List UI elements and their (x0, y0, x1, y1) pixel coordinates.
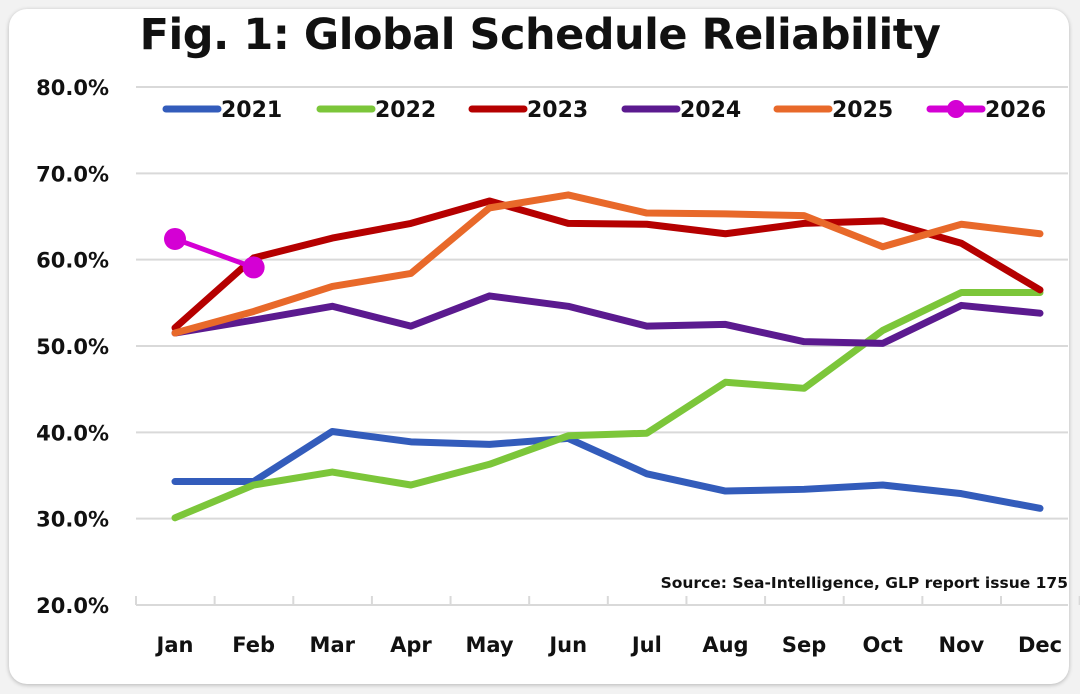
x-tick-label: Sep (782, 633, 826, 657)
series-lines (164, 191, 1044, 522)
legend-item-2024: 2024 (621, 98, 741, 123)
legend-label: 2023 (527, 98, 588, 123)
series-2025 (171, 191, 1044, 337)
y-tick-label: 70.0% (36, 162, 109, 186)
series-line-2023 (171, 197, 1044, 332)
series-2022 (171, 288, 1044, 522)
x-tick-label: Feb (232, 633, 275, 657)
y-tick-label: 30.0% (36, 508, 109, 532)
series-2026 (164, 227, 265, 279)
x-tick-label: Mar (310, 633, 356, 657)
series-2023 (171, 197, 1044, 332)
y-tick-label: 20.0% (36, 594, 109, 618)
legend-item-2025: 2025 (773, 98, 893, 123)
data-point-2026 (164, 227, 186, 250)
chart-title: Fig. 1: Global Schedule Reliability (139, 10, 941, 60)
y-axis-ticks: 20.0% 30.0% 40.0% 50.0% 60.0% 70.0% 80.0% (36, 76, 109, 618)
x-axis: Jan Feb Mar Apr May Jun Jul Aug Sep Oct Nov Dec (135, 596, 1080, 657)
x-tick-label: May (465, 633, 513, 657)
series-line-2026 (172, 236, 257, 270)
x-tick-label: Dec (1018, 633, 1062, 657)
x-tick-label: Jul (630, 633, 662, 657)
x-tick-label: Nov (939, 633, 985, 657)
series-line-2024 (171, 292, 1044, 347)
legend-item-2023: 2023 (468, 98, 588, 123)
series-line-2021 (171, 427, 1044, 512)
data-point-2026 (242, 256, 265, 279)
legend-item-2026: 2026 (926, 98, 1046, 123)
x-tick-label: Oct (863, 633, 903, 657)
source-annotation: Source: Sea-Intelligence, GLP report iss… (661, 574, 1068, 592)
legend-label: 2022 (375, 98, 436, 123)
y-tick-label: 50.0% (36, 335, 109, 359)
y-tick-label: 40.0% (36, 421, 109, 445)
series-2024 (171, 292, 1044, 347)
legend: 2021 2022 2023 2024 2025 2026 (162, 98, 1046, 123)
y-tick-label: 80.0% (36, 76, 109, 100)
x-tick-label: Jun (547, 633, 587, 657)
gridlines (136, 86, 1068, 606)
legend-label: 2024 (680, 98, 741, 123)
x-tick-label: Jan (155, 633, 194, 657)
y-tick-label: 60.0% (36, 249, 109, 273)
legend-label: 2021 (221, 98, 282, 123)
series-2021 (171, 427, 1044, 512)
legend-label: 2025 (832, 98, 893, 123)
series-line-2025 (171, 191, 1044, 337)
x-tick-label: Apr (390, 633, 432, 657)
legend-item-2022: 2022 (316, 98, 436, 123)
x-tick-label: Aug (702, 633, 748, 657)
series-line-2022 (171, 288, 1044, 522)
legend-item-2021: 2021 (162, 98, 282, 123)
legend-marker (947, 100, 965, 118)
legend-label: 2026 (985, 98, 1046, 123)
